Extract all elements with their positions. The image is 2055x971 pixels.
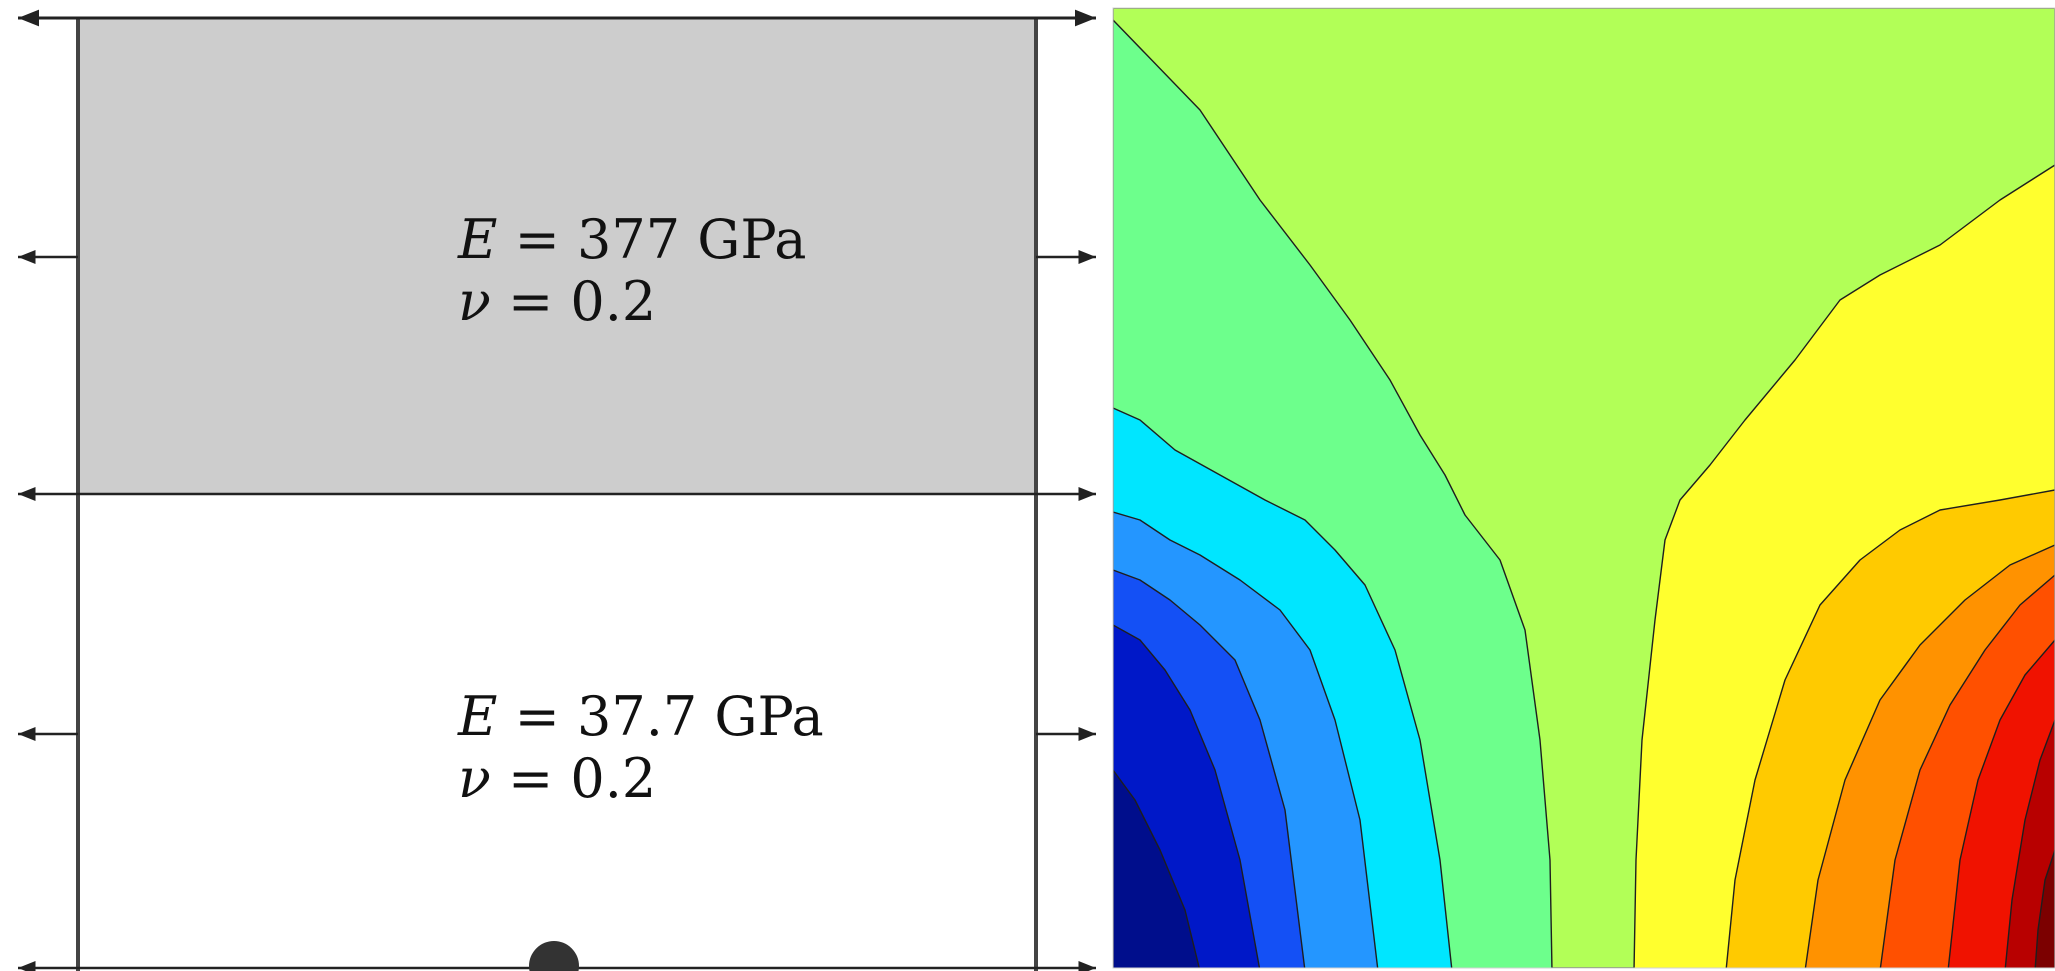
contour-frame [1112,7,2055,969]
contour-region-c13 [2034,849,2055,968]
contour-region-c0 [1113,769,1200,968]
top-poisson-label: ν = 0.2 [458,270,656,333]
bottom-material-block [78,494,1036,968]
crack-tip-marker [529,941,579,971]
stress-contour-plot [1112,7,2055,969]
top-material-block [78,18,1036,494]
bottom-modulus-label: E = 37.7 GPa [457,685,824,748]
top-modulus-label: E = 377 GPa [457,208,806,271]
bimaterial-schematic: E = 377 GPa ν = 0.2 E = 37.7 GPa ν = 0.2 [18,9,1096,971]
bottom-poisson-label: ν = 0.2 [458,747,656,810]
